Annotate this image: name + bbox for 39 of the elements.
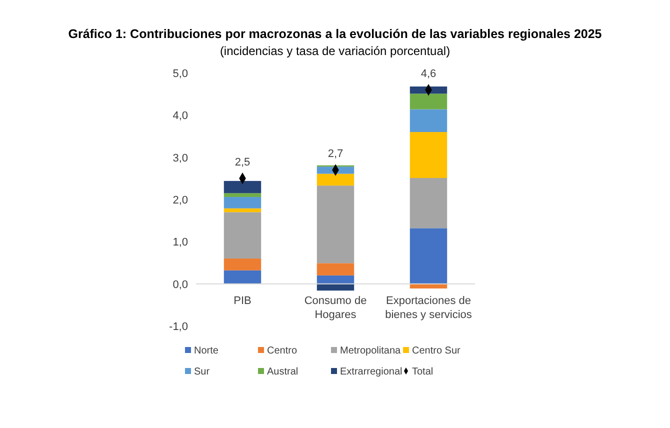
legend-label: Total <box>412 366 434 378</box>
chart-title: Gráfico 1: Contribuciones por macrozonas a la evolución de las variables regionales 2025 <box>68 27 602 41</box>
legend-label: Extrarregional <box>340 366 402 378</box>
legend-label: Sur <box>194 366 210 378</box>
bar <box>316 275 354 284</box>
legend-label: Norte <box>194 346 219 356</box>
bar <box>224 196 262 208</box>
y-tick-label: -1,0 <box>169 321 188 333</box>
y-tick-label: 5,0 <box>172 68 188 80</box>
bar <box>224 212 262 259</box>
y-tick-label: 0,0 <box>172 278 188 291</box>
bar <box>316 174 354 186</box>
legend-label: Centro Sur <box>412 346 462 356</box>
bar <box>224 193 262 197</box>
bar <box>224 208 262 212</box>
bar <box>410 109 448 132</box>
data-label: 2,7 <box>328 148 344 160</box>
bar <box>410 132 448 178</box>
bar <box>410 228 448 284</box>
x-tick-label: PIB <box>234 294 252 307</box>
y-tick-label: 4,0 <box>172 110 188 122</box>
legend-label: Austral <box>267 366 298 378</box>
bar <box>224 258 262 270</box>
x-tick-label: Consumo de Hogares <box>304 294 367 321</box>
bar <box>316 186 354 264</box>
bar <box>316 263 354 276</box>
x-tick-label: Exportaciones de bienes y servicios <box>385 294 472 321</box>
bar <box>224 270 262 284</box>
bar <box>410 178 448 228</box>
y-tick-label: 2,0 <box>172 194 188 206</box>
bar <box>224 180 262 194</box>
bar <box>410 94 448 110</box>
y-tick-label: 1,0 <box>172 236 188 249</box>
legend-label: Metropolitana <box>340 346 402 356</box>
legend-label: Centro <box>267 346 298 356</box>
y-tick-label: 3,0 <box>172 152 188 164</box>
data-label: 2,5 <box>234 156 250 168</box>
data-label: 4,6 <box>420 68 436 80</box>
chart-subtitle: (incidencias y tasa de variación porcentual) <box>220 44 450 58</box>
